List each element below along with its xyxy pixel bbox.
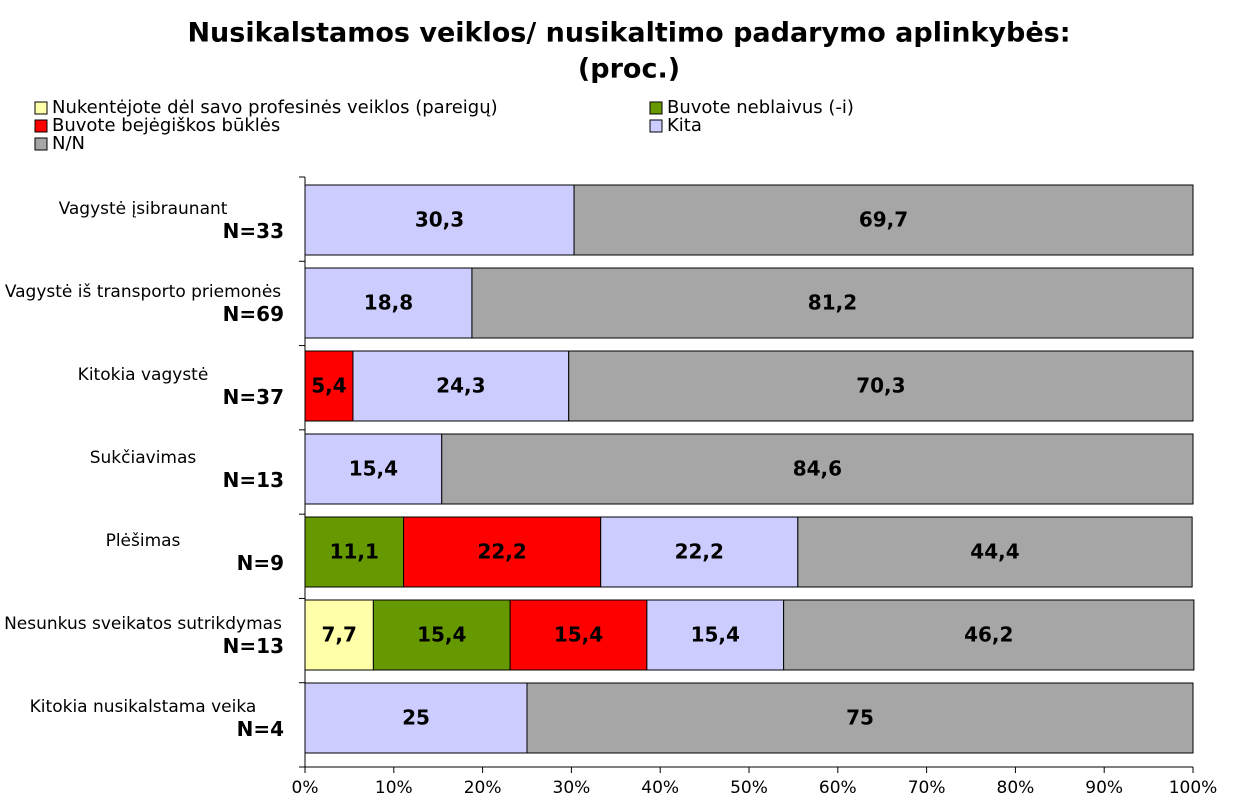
category-label: Vagystė įsibraunant N=33 [2,182,284,258]
category-name: Kitokia vagystė [77,365,209,385]
legend-label: Buvote bejėgiškos būklės [52,115,280,136]
bar-segment [304,682,528,754]
category-label: Kitokia nusikalstama veika N=4 [2,680,284,756]
bar-segment [304,599,374,671]
value-label: 15,4 [349,457,398,481]
value-label: 11,1 [330,540,379,564]
x-tick-label: 50% [730,778,768,798]
value-label: 30,3 [415,208,464,232]
value-label: 22,2 [675,540,724,564]
bar-segment [372,599,511,671]
legend-label: N/N [52,133,85,154]
bar-segment [441,433,1194,505]
category-label: Vagystė iš transporto priemonės N=69 [2,265,284,341]
x-tick-label: 40% [641,778,679,798]
bar-segment [403,516,602,588]
sample-size: N=69 [222,302,284,326]
value-label: 18,8 [364,291,413,315]
value-label: 25 [402,706,430,730]
legend-label: Buvote neblaivus (-i) [667,97,854,118]
chart-subtitle: (proc.) [578,54,680,85]
sample-size: N=37 [222,385,284,409]
legend-swatch [649,101,663,115]
value-label: 44,4 [970,540,1019,564]
bar-segment [304,184,575,256]
bar-segment [304,350,354,422]
legend-swatch [34,101,48,115]
value-label: 15,4 [554,623,603,647]
value-label: 15,4 [691,623,740,647]
bar-segment [600,516,799,588]
x-tick-label: 20% [464,778,502,798]
sample-size: N=4 [236,717,284,741]
category-name: Plėšimas [105,531,181,551]
value-label: 5,4 [311,374,346,398]
x-tick-label: 70% [908,778,946,798]
bar-segment [568,350,1194,422]
bar-segment [797,516,1193,588]
bar-segment [646,599,785,671]
legend-label: Kita [667,115,702,136]
value-label: 15,4 [417,623,466,647]
x-tick-label: 10% [375,778,413,798]
value-label: 24,3 [436,374,485,398]
value-label: 46,2 [964,623,1013,647]
category-label: Nesunkus sveikatos sutrikdymas N=13 [2,597,284,673]
value-label: 69,7 [859,208,908,232]
value-label: 81,2 [808,291,857,315]
x-tick-label: 80% [997,778,1035,798]
sample-size: N=13 [222,634,284,658]
legend-label: Nukentėjote dėl savo profesinės veiklos … [52,97,498,118]
sample-size: N=13 [222,468,284,492]
category-name: Nesunkus sveikatos sutrikdymas [4,614,282,634]
bar-segment [573,184,1194,256]
value-label: 7,7 [321,623,356,647]
value-label: 22,2 [477,540,526,564]
x-tick-label: 60% [819,778,857,798]
chart-title: Nusikalstamos veiklos/ nusikaltimo padar… [187,18,1070,49]
x-tick-label: 100% [1169,778,1218,798]
bar-segment [304,516,405,588]
value-label: 84,6 [793,457,842,481]
sample-size: N=33 [222,219,284,243]
bar-segment [304,267,473,339]
category-name: Vagystė įsibraunant [58,199,228,219]
x-tick-label: 90% [1085,778,1123,798]
category-name: Vagystė iš transporto priemonės [4,282,282,302]
category-label: Plėšimas N=9 [2,514,284,590]
legend-swatch [649,119,663,133]
legend-swatch [34,137,48,151]
bar-segment [526,682,1194,754]
bar-segment [352,350,570,422]
bar-segment [783,599,1195,671]
bar-segment [471,267,1194,339]
x-tick-label: 0% [292,778,319,798]
value-label: 70,3 [856,374,905,398]
value-label: 75 [846,706,874,730]
category-name: Kitokia nusikalstama veika [29,697,257,717]
category-name: Sukčiavimas [89,448,197,468]
category-label: Sukčiavimas N=13 [2,431,284,507]
sample-size: N=9 [236,551,284,575]
x-tick-label: 30% [553,778,591,798]
category-label: Kitokia vagystė N=37 [2,348,284,424]
legend-swatch [34,119,48,133]
